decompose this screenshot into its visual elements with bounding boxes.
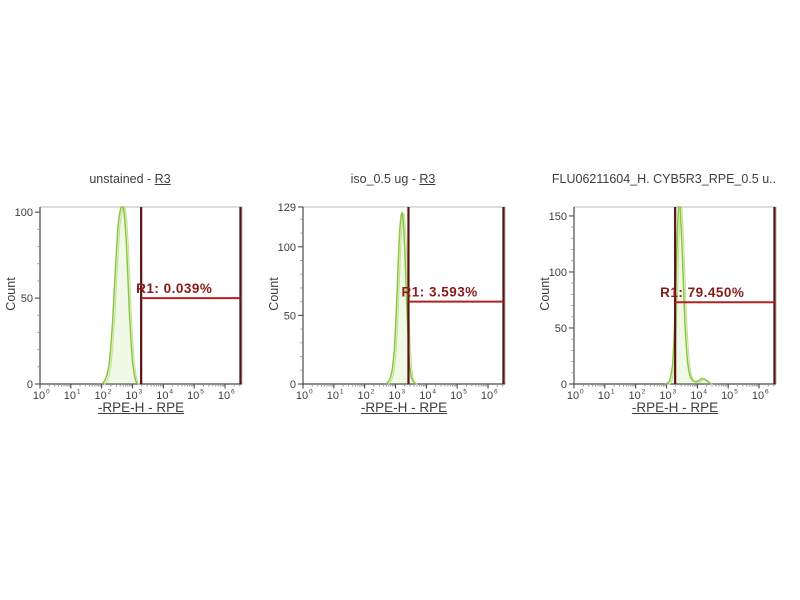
x-tick-exponent: 4 bbox=[432, 389, 436, 396]
x-tick-exponent: 2 bbox=[108, 389, 112, 396]
chart-title: unstained - R3 bbox=[10, 172, 250, 186]
x-tick-label: 10 bbox=[721, 390, 733, 402]
x-tick-label: 10 bbox=[156, 390, 168, 402]
x-axis-ticks: 10 0 10 1 10 2 10 3 10 4 10 5 10 6 bbox=[567, 384, 775, 402]
x-tick-label: 10 bbox=[327, 390, 339, 402]
y-tick-label: 100 bbox=[549, 267, 567, 279]
x-tick-label: 10 bbox=[388, 390, 400, 402]
x-tick-exponent: 6 bbox=[765, 389, 769, 396]
y-tick-label: 100 bbox=[278, 242, 296, 254]
x-tick-label: 10 bbox=[218, 390, 230, 402]
y-tick-label: 129 bbox=[278, 202, 296, 214]
x-tick-label: 10 bbox=[450, 390, 462, 402]
x-tick-label: 10 bbox=[659, 390, 671, 402]
gate-label: R1: 0.039% bbox=[136, 281, 212, 296]
x-tick-exponent: 5 bbox=[200, 389, 204, 396]
x-tick-exponent: 3 bbox=[139, 389, 143, 396]
y-axis-ticks: 0 50 100 bbox=[15, 207, 40, 391]
histogram-fill bbox=[102, 207, 138, 384]
x-tick-exponent: 3 bbox=[673, 389, 677, 396]
y-tick-label: 0 bbox=[290, 379, 296, 391]
x-tick-exponent: 3 bbox=[402, 389, 406, 396]
x-axis-label-link[interactable]: -RPE-H - RPE bbox=[97, 400, 185, 415]
plot-frame bbox=[303, 206, 506, 384]
gate-r1[interactable]: R1: 79.450% bbox=[660, 207, 776, 384]
gate-r1[interactable]: R1: 0.039% bbox=[136, 207, 242, 384]
gate-label: R1: 79.450% bbox=[660, 285, 744, 300]
x-tick-label: 10 bbox=[296, 390, 308, 402]
y-tick-label: 150 bbox=[549, 211, 567, 223]
histogram-curve bbox=[101, 206, 139, 385]
x-tick-label: 10 bbox=[125, 390, 137, 402]
chart-title: FLU06211604_H. CYB5R3_RPE_0.5 u.. bbox=[544, 172, 784, 186]
histogram-panel-stained: FLU06211604_H. CYB5R3_RPE_0.5 u.. Count … bbox=[534, 168, 794, 434]
x-tick-exponent: 2 bbox=[371, 389, 375, 396]
y-axis-ticks: 0 50 100 150 bbox=[549, 211, 574, 391]
chart-title-text: unstained - bbox=[89, 172, 155, 186]
x-tick-exponent: 0 bbox=[309, 389, 313, 396]
x-tick-label: 10 bbox=[629, 390, 641, 402]
chart-title-text: FLU06211604_H. CYB5R3_RPE_0.5 u.. bbox=[551, 172, 777, 186]
chart-title: iso_0.5 ug - R3 bbox=[273, 172, 513, 186]
x-tick-exponent: 2 bbox=[642, 389, 646, 396]
x-axis-label-link[interactable]: -RPE-H - RPE bbox=[360, 400, 448, 415]
x-tick-label: 10 bbox=[33, 390, 45, 402]
x-axis-ticks: 10 0 10 1 10 2 10 3 10 4 10 5 10 6 bbox=[296, 384, 504, 402]
x-tick-exponent: 1 bbox=[611, 389, 615, 396]
gate-link-r3[interactable]: R3 bbox=[419, 172, 436, 186]
histogram-curve bbox=[664, 206, 712, 385]
x-tick-label: 10 bbox=[567, 390, 579, 402]
x-tick-exponent: 5 bbox=[734, 389, 738, 396]
histogram-fill bbox=[665, 207, 712, 384]
x-tick-exponent: 6 bbox=[231, 389, 235, 396]
gate-link-r3[interactable]: R3 bbox=[154, 172, 171, 186]
x-tick-exponent: 0 bbox=[580, 389, 584, 396]
plot-frame bbox=[40, 206, 243, 384]
x-tick-label: 10 bbox=[598, 390, 610, 402]
x-axis-ticks: 10 0 10 1 10 2 10 3 10 4 10 5 10 6 bbox=[33, 384, 241, 402]
x-tick-label: 10 bbox=[95, 390, 107, 402]
x-tick-label: 10 bbox=[187, 390, 199, 402]
y-axis-ticks: 0 50 100 129 bbox=[278, 202, 303, 391]
histogram-panel-isotype: iso_0.5 ug - R3 Count 0 50 100 129 10 0 10 1 10 2… bbox=[263, 168, 523, 434]
gate-r1[interactable]: R1: 3.593% bbox=[401, 207, 505, 384]
x-tick-exponent: 4 bbox=[703, 389, 707, 396]
x-tick-exponent: 6 bbox=[494, 389, 498, 396]
plot-frame bbox=[574, 206, 777, 384]
x-tick-exponent: 1 bbox=[77, 389, 81, 396]
x-tick-exponent: 5 bbox=[463, 389, 467, 396]
x-axis-label-link[interactable]: -RPE-H - RPE bbox=[631, 400, 719, 415]
y-tick-label: 0 bbox=[27, 379, 33, 391]
x-tick-exponent: 1 bbox=[340, 389, 344, 396]
chart-title-text: iso_0.5 ug - bbox=[350, 172, 420, 186]
x-tick-label: 10 bbox=[752, 390, 764, 402]
x-tick-exponent: 4 bbox=[169, 389, 173, 396]
x-tick-label: 10 bbox=[690, 390, 702, 402]
y-tick-label: 50 bbox=[284, 310, 296, 322]
x-tick-exponent: 0 bbox=[46, 389, 50, 396]
y-tick-label: 50 bbox=[555, 323, 567, 335]
y-tick-label: 100 bbox=[15, 207, 33, 219]
x-tick-label: 10 bbox=[481, 390, 493, 402]
y-tick-label: 50 bbox=[21, 293, 33, 305]
y-tick-label: 0 bbox=[561, 379, 567, 391]
gate-label: R1: 3.593% bbox=[401, 285, 477, 300]
histogram-panel-unstained: unstained - R3 Count 0 50 100 10 0 10 1 10 2 10 3 1… bbox=[0, 168, 260, 434]
x-tick-label: 10 bbox=[64, 390, 76, 402]
x-tick-label: 10 bbox=[358, 390, 370, 402]
histogram-curve-echo bbox=[387, 212, 418, 386]
x-tick-label: 10 bbox=[419, 390, 431, 402]
